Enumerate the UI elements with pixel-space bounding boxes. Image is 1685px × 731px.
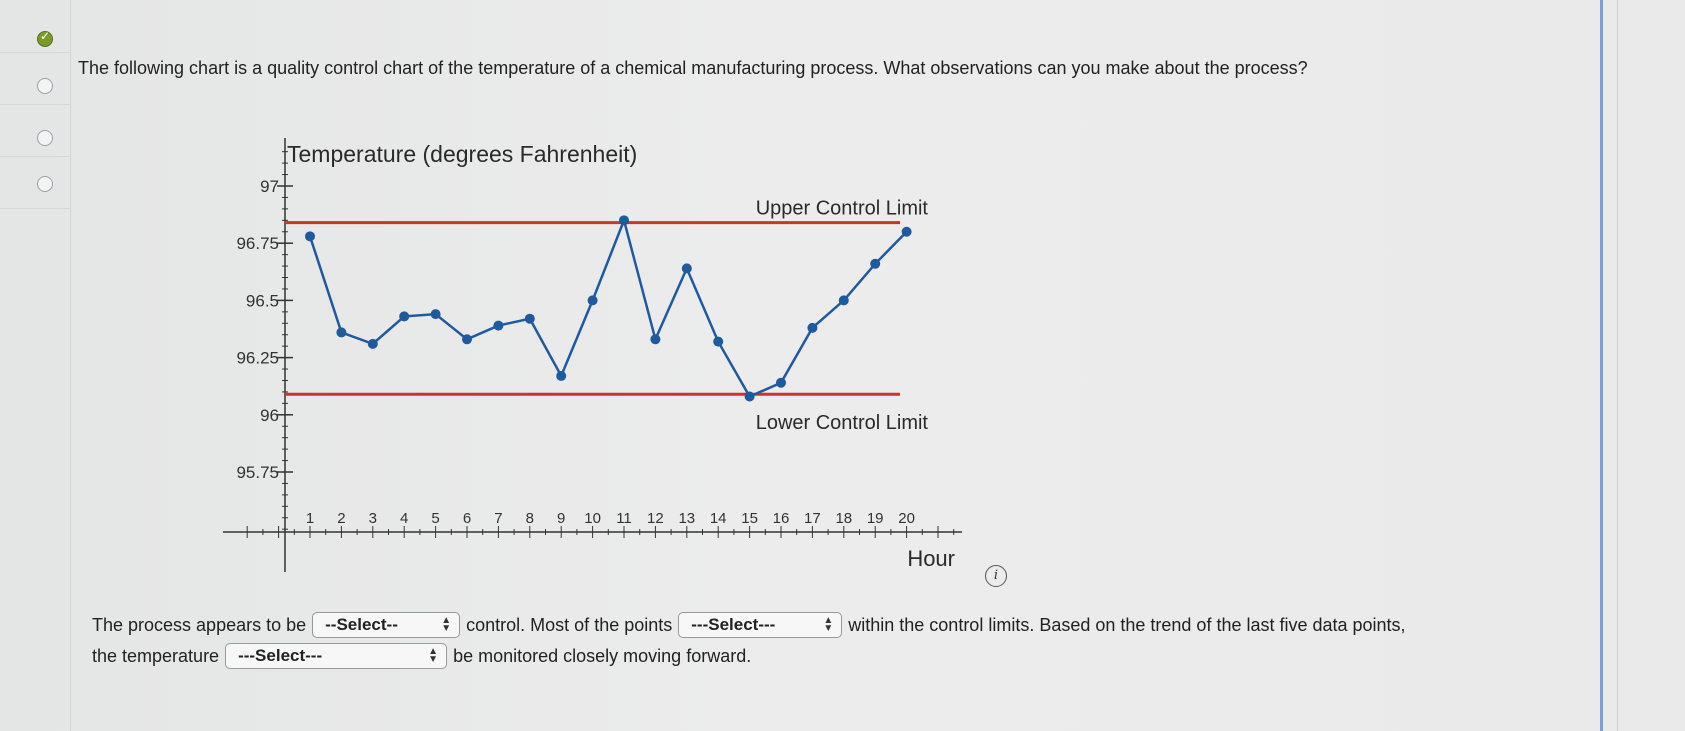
x-tick-label: 16 [773,510,790,527]
x-tick-label: 19 [867,510,884,527]
answer-text-1b: control. Most of the points [466,614,673,635]
select-arrows-icon: ▲ ▼ [441,615,452,634]
page-edge-divider [1617,0,1618,731]
process-control-select[interactable]: --Select-- ▲ ▼ [312,612,461,638]
data-point [838,295,849,306]
x-tick-label: 18 [835,510,852,527]
y-tick-label: 96 [260,406,279,425]
points-within-select[interactable]: ---Select--- ▲ ▼ [678,612,843,638]
y-tick-label: 96.75 [236,234,279,253]
data-point [305,231,315,242]
data-point [556,370,567,381]
data-point [901,226,912,237]
data-point [462,334,472,345]
y-axis-title: Temperature (degrees Fahrenheit) [287,141,637,167]
data-point [336,327,347,338]
option-row-2[interactable] [0,52,70,105]
data-point [870,258,881,269]
radio-icon[interactable] [37,130,53,146]
lower-control-limit-label: Lower Control Limit [756,412,929,434]
option-row-4[interactable] [0,156,70,209]
answer-line-2: the temperature ---Select--- ▲ ▼ be monit… [92,643,751,669]
x-tick-label: 6 [463,510,471,527]
x-tick-label: 1 [306,510,314,527]
data-point [399,311,410,322]
x-tick-label: 7 [494,510,502,527]
data-point [681,263,692,274]
radio-icon[interactable] [37,176,53,192]
data-point [744,391,755,402]
data-point [587,295,598,306]
y-tick-label: 95.75 [236,463,279,482]
x-tick-label: 11 [616,510,632,527]
option-row-1[interactable] [0,0,70,53]
upper-control-limit-label: Upper Control Limit [756,198,929,220]
data-point [524,313,535,324]
page-edge-line [1600,0,1603,731]
select-value: --Select-- [325,615,398,634]
answer-text-1a: The process appears to be [92,614,307,635]
y-tick-label: 97 [260,177,279,196]
x-tick-label: 10 [584,510,601,527]
x-tick-label: 12 [647,510,664,527]
x-tick-label: 8 [526,510,534,527]
temperature-series-line [308,216,908,399]
select-arrows-icon: ▲ ▼ [823,615,834,634]
data-point [619,215,629,226]
data-point [493,320,504,331]
x-tick-label: 15 [741,510,758,527]
answer-text-1c: within the control limits. Based on the … [848,614,1406,635]
x-tick-label: 20 [898,510,915,527]
data-point [807,322,818,333]
answer-text-2b: be monitored closely moving forward. [453,645,752,666]
y-tick-label: 96.5 [246,291,279,310]
x-tick-label: 4 [400,510,408,527]
select-value: ---Select--- [238,646,323,665]
data-point [713,336,724,347]
x-tick-label: 17 [804,510,821,527]
radio-icon[interactable] [37,78,53,94]
answer-line-1: The process appears to be --Select-- ▲ ▼ … [92,612,1406,638]
x-tick-label: 3 [369,510,377,527]
x-tick-label: 14 [710,510,727,527]
data-point [367,338,378,349]
select-value: ---Select--- [691,615,776,634]
answer-text-2a: the temperature [92,645,220,666]
select-arrows-icon: ▲ ▼ [428,646,439,665]
answer-options-rail [0,0,71,731]
y-tick-label: 96.25 [236,349,279,368]
x-tick-label: 2 [337,510,345,527]
radio-checked-icon[interactable] [37,29,53,47]
question-text: The following chart is a quality control… [78,58,1308,78]
temperature-select[interactable]: ---Select--- ▲ ▼ [225,643,448,669]
x-tick-label: 13 [678,510,695,527]
data-point [776,377,786,388]
x-tick-label: 9 [557,510,565,527]
x-axis-title: Hour [907,546,955,571]
info-icon[interactable]: i [985,565,1007,587]
data-point [430,309,441,320]
x-tick-label: 5 [431,510,439,527]
data-point [650,334,661,345]
option-row-3[interactable] [0,104,70,157]
